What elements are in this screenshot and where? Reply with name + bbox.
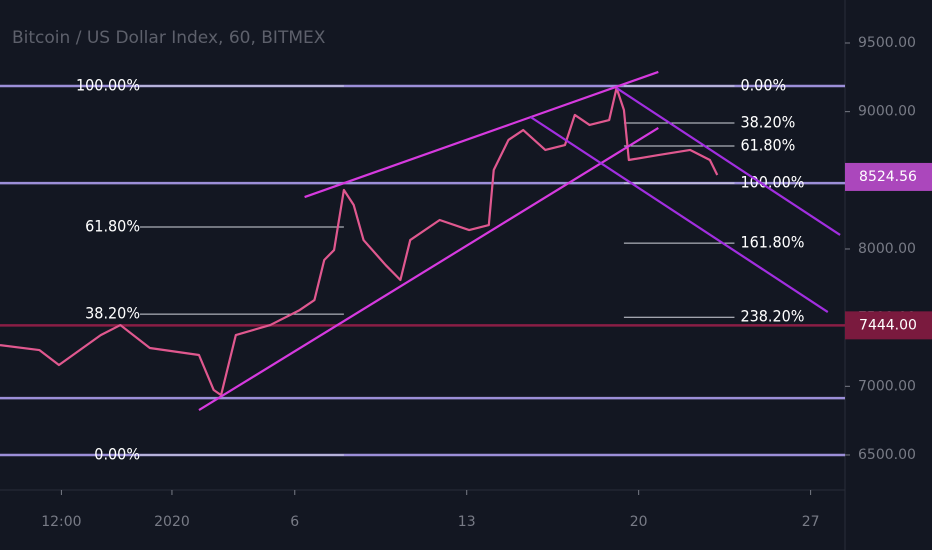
price-label: 7444.00 xyxy=(859,317,917,333)
y-tick-label: 9500.00 xyxy=(858,35,916,51)
x-tick-label: 20 xyxy=(630,514,648,530)
x-tick-label: 13 xyxy=(458,514,476,530)
trend-line xyxy=(304,70,659,199)
y-tick-label: 9000.00 xyxy=(858,104,916,120)
y-tick-label: 7000.00 xyxy=(858,378,916,394)
x-tick-label: 2020 xyxy=(154,514,190,530)
trend-line xyxy=(529,116,829,313)
fib-label: 161.80% xyxy=(740,233,804,252)
fib-label: 238.20% xyxy=(740,307,804,326)
price-label-box xyxy=(845,311,932,340)
fib-label: 38.20% xyxy=(85,304,140,323)
price-label: 8524.56 xyxy=(859,169,917,185)
fib-label: 100.00% xyxy=(76,75,140,94)
price-line xyxy=(0,86,719,397)
chart-title: Bitcoin / US Dollar Index, 60, BITMEX xyxy=(12,28,326,48)
fib-label: 0.00% xyxy=(94,444,140,463)
fib-label: 0.00% xyxy=(740,75,786,94)
x-tick-label: 12:00 xyxy=(41,514,81,530)
trend-line xyxy=(615,87,841,236)
price-label-box xyxy=(845,162,932,191)
trend-line xyxy=(198,127,659,412)
fib-label: 100.00% xyxy=(740,173,804,192)
y-tick-label: 6500.00 xyxy=(858,447,916,463)
fib-label: 61.80% xyxy=(740,135,795,154)
fib-label: 61.80% xyxy=(85,217,140,236)
x-tick-label: 27 xyxy=(802,514,820,530)
x-tick-label: 6 xyxy=(290,514,299,530)
y-tick-label: 8000.00 xyxy=(858,241,916,257)
fib-label: 38.20% xyxy=(740,113,795,132)
